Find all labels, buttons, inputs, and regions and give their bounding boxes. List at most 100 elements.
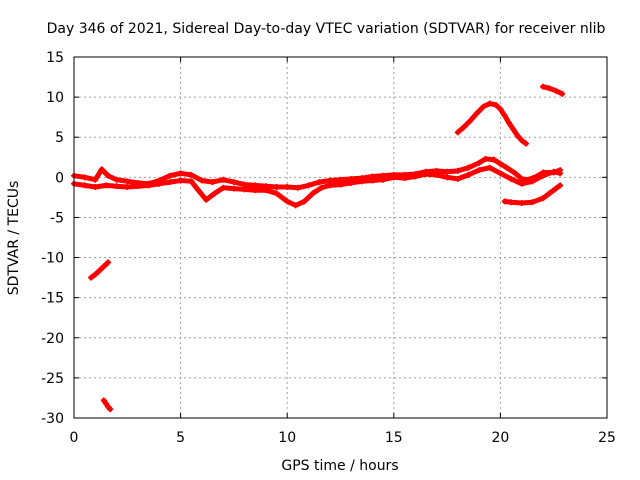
data-point (512, 170, 519, 177)
data-point (505, 119, 512, 126)
plot-frame (73, 56, 608, 419)
data-point (461, 123, 468, 130)
data-point (203, 196, 210, 203)
data-point (113, 183, 120, 190)
series-low-arc (501, 182, 564, 207)
data-point (252, 187, 259, 194)
data-point (102, 400, 109, 407)
data-point (491, 156, 498, 163)
y-tick-label: -5 (50, 210, 64, 226)
data-point (540, 195, 547, 202)
data-point (508, 175, 515, 182)
data-point (88, 274, 95, 281)
grid (74, 57, 607, 418)
y-axis-label: SDTVAR / TECUs (6, 181, 22, 296)
data-point (540, 172, 547, 179)
data-point (284, 183, 291, 190)
x-tick-label: 5 (176, 430, 185, 446)
y-tick-label: 10 (46, 90, 64, 106)
data-point (497, 170, 504, 177)
data-point (518, 200, 525, 207)
data-point (518, 180, 525, 187)
data-point (501, 112, 508, 119)
series-bottom-segment (100, 397, 114, 413)
data-point (454, 175, 461, 182)
data-point (230, 179, 237, 186)
data-point (518, 137, 525, 144)
data-point (188, 178, 195, 185)
data-point (465, 171, 472, 178)
chart-title: Day 346 of 2021, Sidereal Day-to-day VTE… (47, 21, 606, 37)
series-high-arc (454, 100, 529, 147)
data-point (166, 179, 173, 186)
data-point (273, 183, 280, 190)
data-point (467, 117, 474, 124)
data-point (493, 102, 500, 109)
data-point (557, 170, 564, 177)
data-point (98, 166, 105, 173)
data-point (476, 159, 483, 166)
data-point (198, 177, 205, 184)
data-point (113, 176, 120, 183)
data-point (177, 170, 184, 177)
y-tick-label: 5 (55, 130, 64, 146)
data-point (546, 85, 553, 92)
y-tick-label: -15 (41, 291, 64, 307)
data-point (284, 198, 291, 205)
data-point (326, 182, 333, 189)
data-point (503, 164, 510, 171)
data-point (316, 179, 323, 186)
data-point (241, 186, 248, 193)
data-point (81, 182, 88, 189)
x-tick-label: 20 (491, 430, 509, 446)
data-point (96, 267, 103, 274)
data-point (156, 180, 163, 187)
data-point (177, 177, 184, 184)
series-line (71, 165, 563, 208)
data-point (294, 184, 301, 191)
data-point (337, 181, 344, 188)
data-point (348, 179, 355, 186)
data-point (390, 174, 397, 181)
data-point (102, 182, 109, 189)
data-point (514, 132, 521, 139)
data-point (220, 184, 227, 191)
data-point (497, 160, 504, 167)
series-left-descending-segment (88, 259, 112, 281)
data-point (107, 406, 114, 413)
data-point (540, 83, 547, 90)
data-point (124, 178, 131, 185)
data-point (92, 271, 99, 278)
data-point (529, 199, 536, 206)
axis-ticks: 0 5 10 15 20 25 15 10 5 0 -5 -10 -15 -20 -25 -30 (41, 50, 616, 446)
data-point (145, 182, 152, 189)
data-point (476, 167, 483, 174)
data-point (486, 164, 493, 171)
data-point (482, 155, 489, 162)
data-point (301, 198, 308, 205)
series-main-band-lower (71, 164, 564, 209)
data-point (92, 176, 99, 183)
x-tick-label: 10 (278, 430, 296, 446)
data-point (292, 202, 299, 209)
data-point (444, 168, 451, 175)
data-point (557, 182, 564, 189)
data-point (508, 199, 515, 206)
data-point (209, 179, 216, 186)
data-point (309, 190, 316, 197)
data-point (559, 90, 566, 97)
data-point (211, 190, 218, 197)
data-point (380, 176, 387, 183)
data-point (262, 187, 269, 194)
data-point (412, 173, 419, 180)
data-point (501, 198, 508, 205)
data-point (92, 183, 99, 190)
data-point (369, 177, 376, 184)
data-point (273, 190, 280, 197)
y-tick-label: -10 (41, 251, 64, 267)
data-point (358, 178, 365, 185)
data-marks (71, 83, 566, 413)
data-point (100, 397, 107, 404)
y-tick-label: -25 (41, 371, 64, 387)
